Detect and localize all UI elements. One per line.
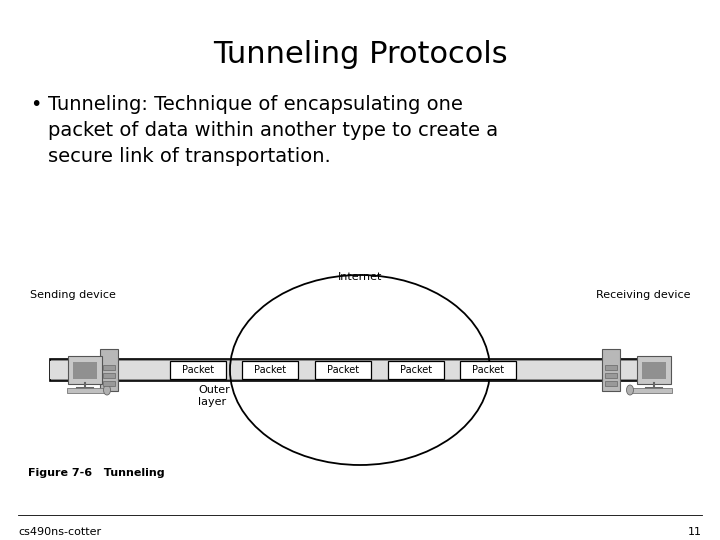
Text: Outer
layer: Outer layer bbox=[198, 385, 230, 407]
FancyBboxPatch shape bbox=[170, 361, 226, 379]
Text: Packet: Packet bbox=[472, 365, 504, 375]
FancyBboxPatch shape bbox=[100, 349, 118, 391]
Ellipse shape bbox=[104, 385, 110, 395]
FancyBboxPatch shape bbox=[103, 381, 115, 386]
FancyBboxPatch shape bbox=[642, 362, 666, 379]
FancyBboxPatch shape bbox=[388, 361, 444, 379]
Text: cs490ns-cotter: cs490ns-cotter bbox=[18, 527, 101, 537]
FancyBboxPatch shape bbox=[605, 365, 617, 370]
Text: Packet: Packet bbox=[182, 365, 214, 375]
Text: Packet: Packet bbox=[400, 365, 432, 375]
FancyBboxPatch shape bbox=[637, 356, 671, 384]
FancyBboxPatch shape bbox=[103, 373, 115, 378]
Text: Sending device: Sending device bbox=[30, 290, 116, 300]
FancyBboxPatch shape bbox=[50, 359, 670, 381]
FancyBboxPatch shape bbox=[605, 381, 617, 386]
Text: Tunneling Protocols: Tunneling Protocols bbox=[212, 40, 508, 69]
Text: 11: 11 bbox=[688, 527, 702, 537]
Text: Figure 7-6   Tunneling: Figure 7-6 Tunneling bbox=[28, 468, 165, 478]
FancyBboxPatch shape bbox=[315, 361, 371, 379]
FancyBboxPatch shape bbox=[632, 388, 672, 393]
Text: Receiving device: Receiving device bbox=[595, 290, 690, 300]
FancyBboxPatch shape bbox=[50, 361, 670, 379]
FancyBboxPatch shape bbox=[242, 361, 298, 379]
FancyBboxPatch shape bbox=[602, 349, 620, 391]
Text: Packet: Packet bbox=[254, 365, 286, 375]
FancyBboxPatch shape bbox=[73, 362, 97, 379]
Text: Internet: Internet bbox=[338, 272, 382, 282]
Text: •: • bbox=[30, 95, 41, 114]
Ellipse shape bbox=[626, 385, 634, 395]
FancyBboxPatch shape bbox=[605, 373, 617, 378]
FancyBboxPatch shape bbox=[460, 361, 516, 379]
FancyBboxPatch shape bbox=[67, 388, 107, 393]
Text: Packet: Packet bbox=[327, 365, 359, 375]
Text: Tunneling: Technique of encapsulating one
packet of data within another type to : Tunneling: Technique of encapsulating on… bbox=[48, 95, 498, 165]
FancyBboxPatch shape bbox=[103, 365, 115, 370]
FancyBboxPatch shape bbox=[68, 356, 102, 384]
